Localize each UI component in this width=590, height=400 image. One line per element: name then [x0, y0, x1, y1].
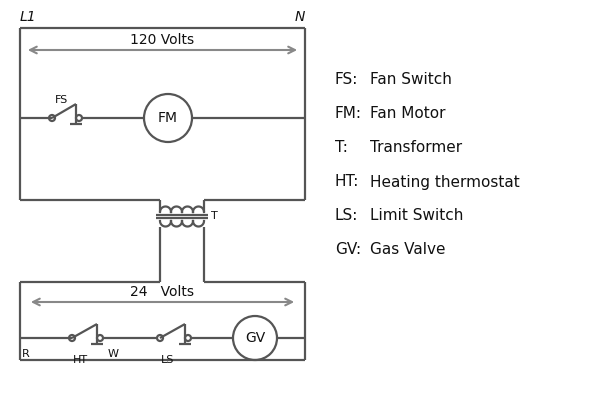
Text: LS: LS	[161, 355, 175, 365]
Text: GV:: GV:	[335, 242, 361, 258]
Text: FS: FS	[55, 95, 68, 105]
Text: HT: HT	[73, 355, 87, 365]
Text: L1: L1	[20, 10, 37, 24]
Text: FS:: FS:	[335, 72, 358, 88]
Text: FM: FM	[158, 111, 178, 125]
Text: Gas Valve: Gas Valve	[370, 242, 445, 258]
Text: Fan Switch: Fan Switch	[370, 72, 452, 88]
Text: T:: T:	[335, 140, 348, 156]
Text: LS:: LS:	[335, 208, 358, 224]
Text: 24   Volts: 24 Volts	[130, 285, 195, 299]
Text: R: R	[22, 349, 30, 359]
Text: Limit Switch: Limit Switch	[370, 208, 463, 224]
Text: N: N	[294, 10, 305, 24]
Text: 120 Volts: 120 Volts	[130, 33, 195, 47]
Text: Heating thermostat: Heating thermostat	[370, 174, 520, 190]
Text: T: T	[211, 211, 218, 221]
Text: GV: GV	[245, 331, 265, 345]
Text: Fan Motor: Fan Motor	[370, 106, 445, 122]
Text: HT:: HT:	[335, 174, 359, 190]
Text: FM:: FM:	[335, 106, 362, 122]
Text: Transformer: Transformer	[370, 140, 462, 156]
Text: W: W	[108, 349, 119, 359]
